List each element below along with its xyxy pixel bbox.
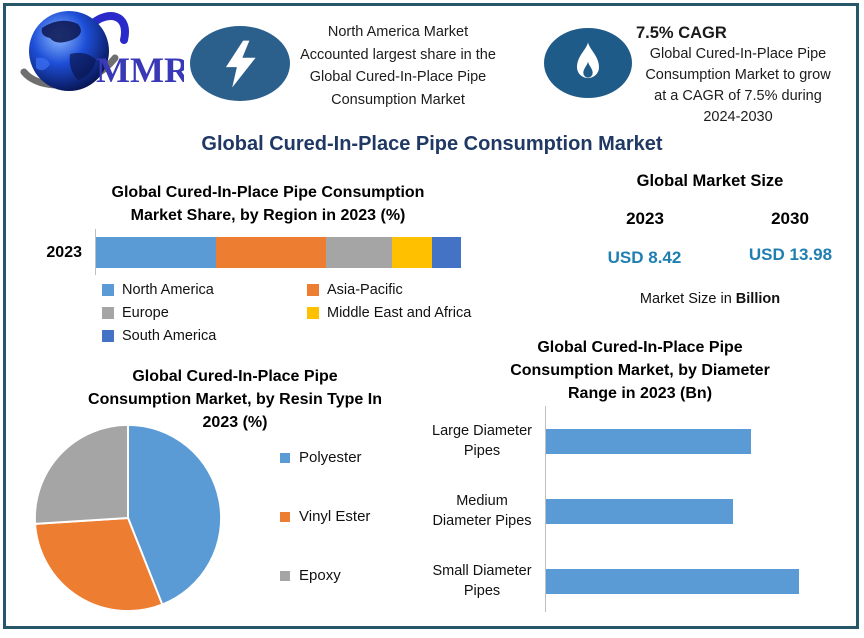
page-title: Global Cured-In-Place Pipe Consumption M… [201,133,663,155]
pie-chart-legend: Polyester Vinyl Ester Epoxy [280,449,370,584]
diameter-row: Small Diameter Pipes [420,546,840,616]
logo-text: MMR [96,50,184,90]
legend-item-epoxy: Epoxy [280,567,370,584]
market-size-value-end: USD 13.98 [748,245,833,264]
legend-item-vinyl-ester: Vinyl Ester [280,508,370,525]
legend-label: Asia-Pacific [327,282,403,298]
logo-swoosh-blue [88,12,129,44]
highlight-right: 7.5% CAGR Global Cured-In-Place Pipe Con… [618,24,858,128]
pie-slice-polyester [127,423,223,606]
diameter-chart-title: Global Cured-In-Place Pipe Consumption M… [510,339,770,403]
diameter-bar-3 [546,568,799,594]
legend-label: Middle East and Africa [327,305,472,321]
lightning-icon [225,40,256,87]
legend-label: Epoxy [299,567,341,584]
region-chart-category-label: 2023 [46,244,82,261]
region-chart-title: Global Cured-In-Place Pipe Consumption M… [111,184,425,225]
diameter-row: Large Diameter Pipes [420,406,840,476]
legend-item-south-america: South America [102,328,307,344]
pie-slice-vinyl-ester [34,516,164,613]
lightning-badge [190,26,290,101]
flame-icon [577,42,599,79]
legend-swatch [280,570,290,581]
market-size-year-end: 2030 [771,209,809,228]
legend-item-north-america: North America [102,282,307,298]
mmr-logo: MMR [20,11,184,91]
region-stacked-bar [96,237,461,268]
diameter-bar-chart: Large Diameter Pipes Medium Diameter Pipe… [420,406,840,616]
bar-segment-middle-east-and-africa [391,237,432,268]
legend-swatch [280,511,290,522]
diameter-bar-2 [546,498,733,524]
highlight-right-text: Global Cured-In-Place Pipe Consumption M… [645,46,831,126]
bar-segment-south-america [431,237,461,268]
legend-item-polyester: Polyester [280,449,370,466]
highlight-left-text: North America Market Accounted largest s… [300,24,496,108]
legend-item-middle-east-and-africa: Middle East and Africa [307,305,492,321]
pie-slice-epoxy [33,423,129,525]
legend-item-europe: Europe [102,305,307,321]
legend-swatch [307,284,319,296]
legend-label: Europe [122,305,169,321]
market-size-note: Market Size in Billion [560,291,860,307]
legend-swatch [307,307,319,319]
diameter-row: Medium Diameter Pipes [420,476,840,546]
legend-item-asia-pacific: Asia-Pacific [307,282,492,298]
bar-segment-asia-pacific [216,237,326,268]
legend-swatch [102,284,114,296]
pie-chart-title: Global Cured-In-Place Pipe Consumption M… [88,368,382,432]
cagr-value: 7.5% CAGR [636,24,727,42]
market-size-note-prefix: Market Size in [639,291,736,307]
legend-label: Vinyl Ester [299,508,371,525]
market-size-value-start: USD 8.42 [607,248,682,267]
market-size-title: Global Market Size [636,172,784,190]
diameter-chart-axis [545,406,546,612]
region-chart-axis [95,229,96,275]
bar-segment-europe [325,237,392,268]
legend-swatch [280,452,290,463]
market-size-note-unit: Billion [735,291,781,307]
diameter-category-label: Large Diameter Pipes [432,422,532,459]
legend-label: South America [122,328,217,344]
bar-segment-north-america [96,237,217,268]
legend-label: Polyester [299,449,362,466]
legend-label: North America [122,282,214,298]
diameter-category-label: Medium Diameter Pipes [432,492,532,529]
market-size-year-start: 2023 [626,209,664,228]
legend-swatch [102,307,114,319]
flame-badge [544,28,632,98]
diameter-category-label: Small Diameter Pipes [432,562,532,599]
diameter-bar-1 [546,428,751,454]
region-chart-legend: North America Asia-Pacific Europe Middle Ea… [102,282,492,344]
resin-pie-chart [33,423,223,613]
legend-swatch [102,330,114,342]
